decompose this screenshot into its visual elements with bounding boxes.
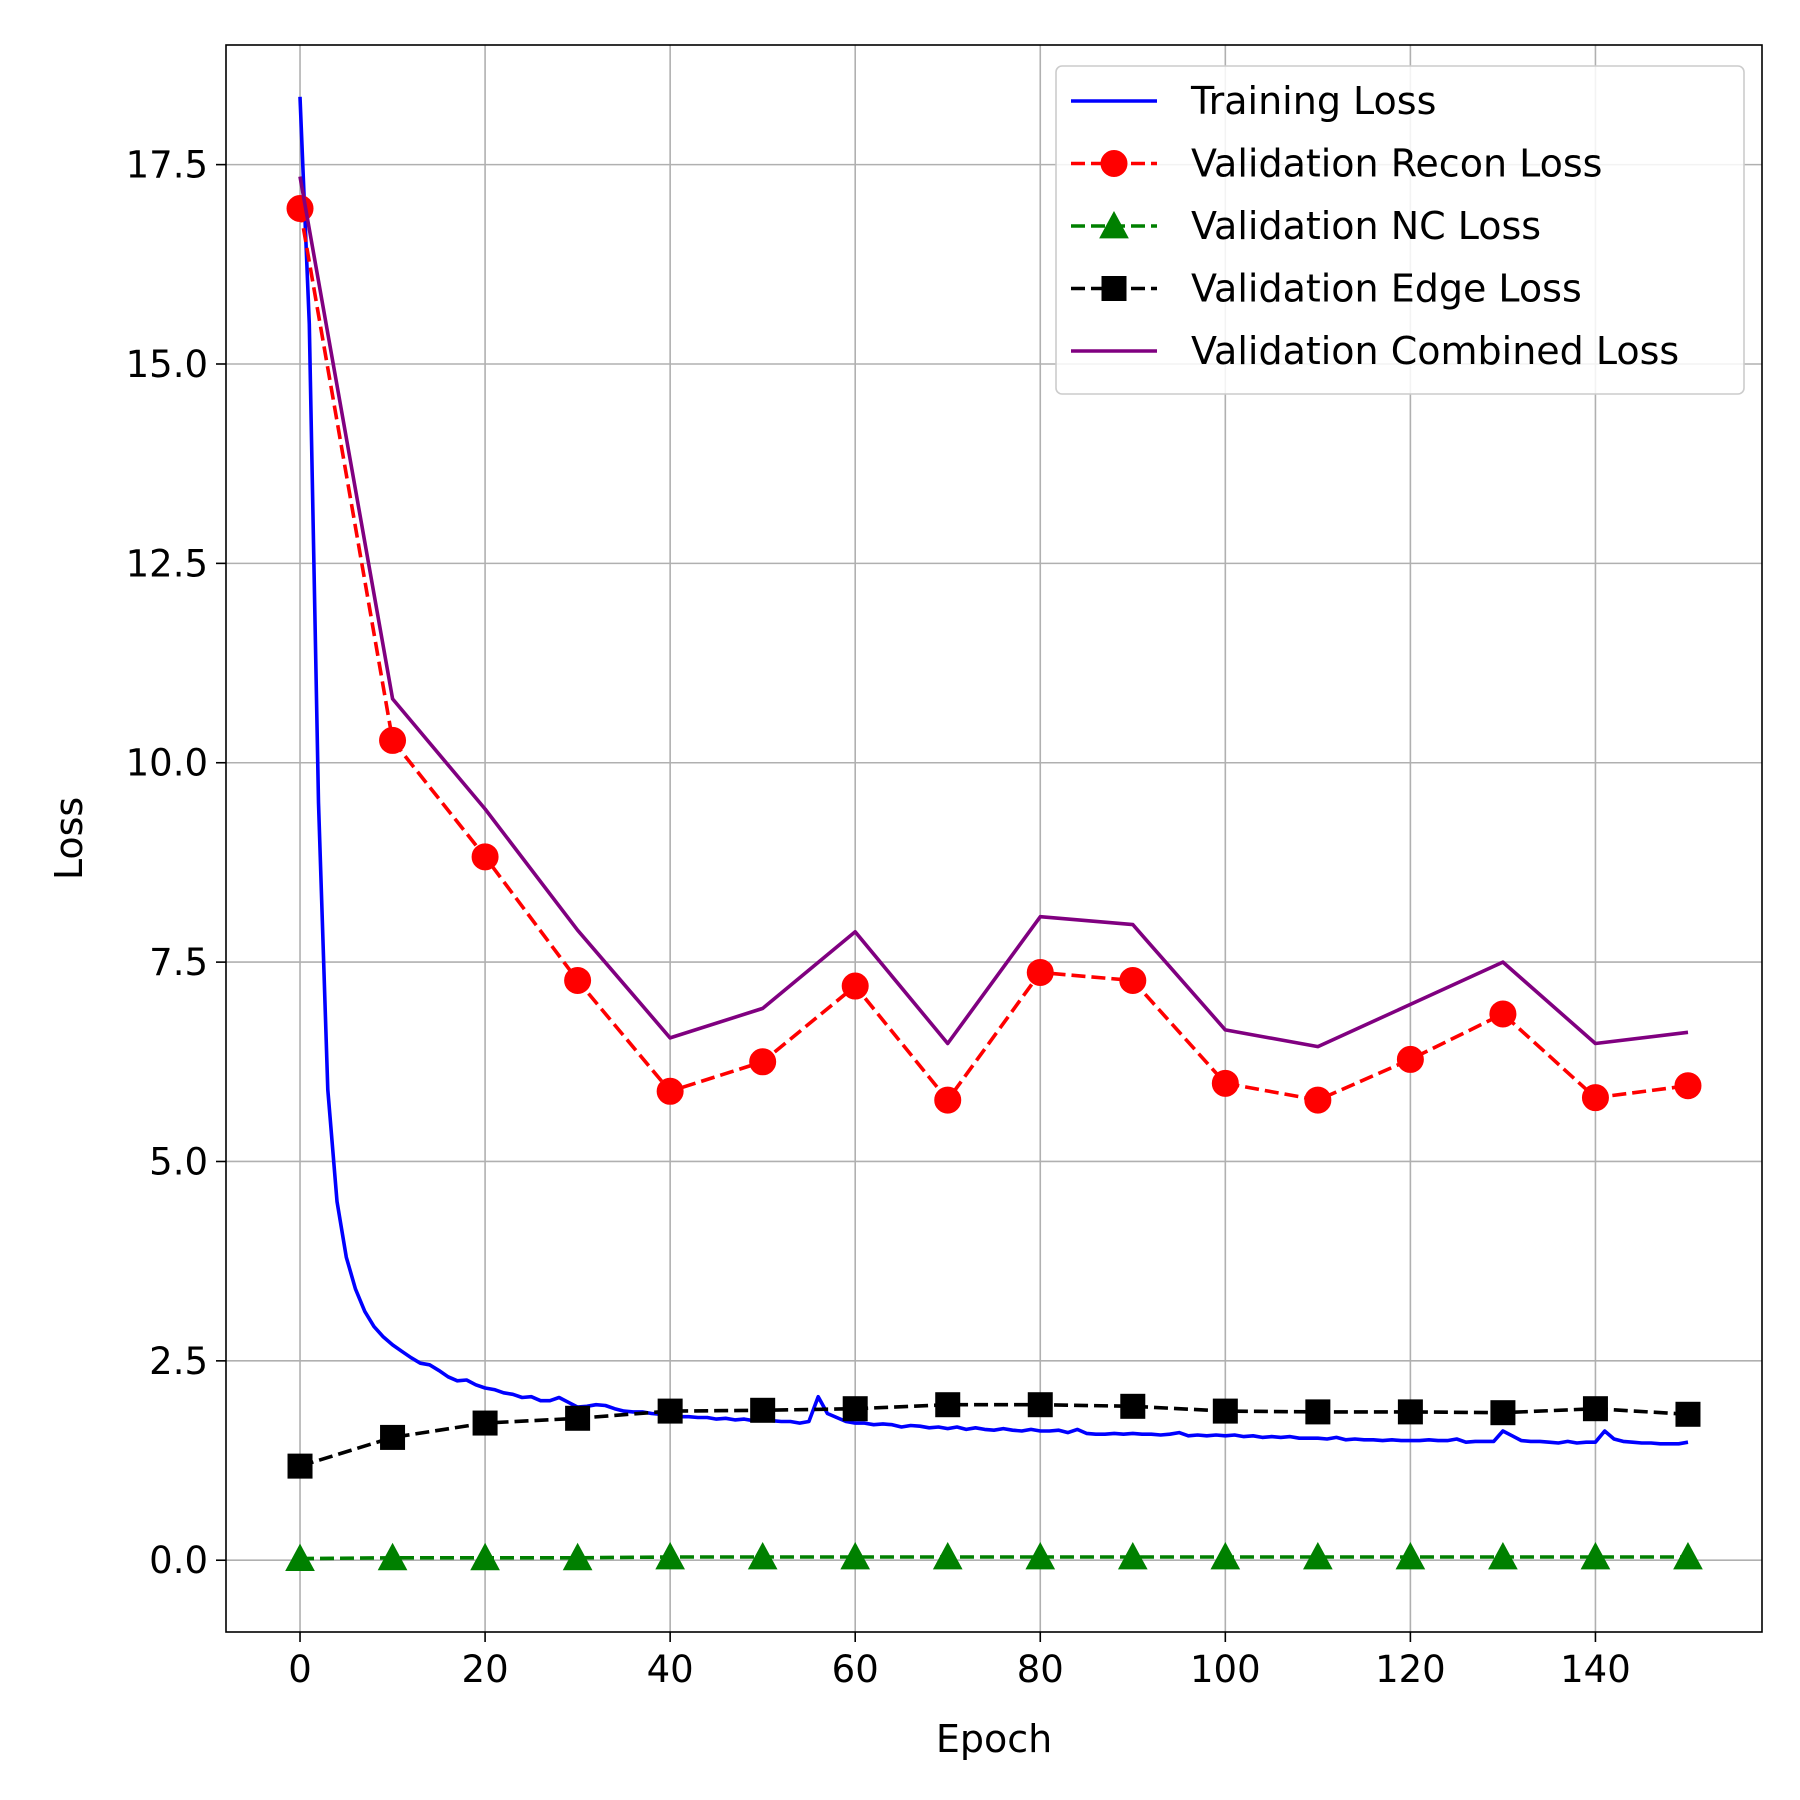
validation-recon-loss-line [298,208,1689,1102]
x-tick-label: 140 [1560,1648,1631,1691]
validation-edge-loss-point [657,1398,683,1424]
validation-nc-loss-point [1395,1541,1426,1570]
validation-recon-loss-point [1674,1072,1702,1100]
plot-series [285,96,1703,1572]
validation-edge-loss-point [1397,1399,1423,1425]
validation-edge-loss-point [1582,1396,1608,1422]
validation-recon-loss-point [1396,1045,1424,1073]
plot-frame [225,44,1763,1633]
legend-label: Training Loss [1190,79,1436,123]
validation-recon-loss-point [841,972,869,1000]
validation-recon-loss-point [656,1077,684,1105]
legend-swatch-marker [1100,150,1128,177]
training-loss-series [298,96,1689,1446]
validation-nc-loss-point [840,1541,871,1570]
legend-item-training-loss: Training Loss [1071,79,1436,123]
validation-nc-loss-point [1488,1541,1518,1570]
validation-edge-loss-point [1305,1399,1331,1425]
y-tick-label: 0.0 [149,1539,208,1582]
validation-recon-loss-point [1581,1084,1609,1112]
legend-item-validation-nc-loss: Validation NC Loss [1071,204,1541,248]
validation-nc-loss-line [299,1555,1688,1561]
legend-label: Validation Combined Loss [1191,329,1679,373]
x-axis-title: Epoch [936,1717,1052,1761]
validation-edge-loss-point [287,1453,313,1479]
validation-edge-loss-point [1120,1393,1146,1419]
training-loss-line [298,96,1689,1446]
y-axis-title: Loss [47,797,91,880]
x-tick-label: 80 [1017,1648,1064,1691]
validation-nc-loss-point [1025,1541,1056,1570]
x-tick-label: 100 [1190,1648,1261,1691]
x-tick-label: 0 [288,1648,312,1691]
validation-nc-loss-point [655,1541,685,1570]
validation-nc-loss-point [932,1541,963,1570]
validation-edge-loss-point [1675,1401,1701,1427]
validation-edge-loss-line [299,1402,1689,1468]
validation-nc-loss-point [1673,1541,1703,1570]
validation-nc-loss-point [285,1543,315,1572]
y-tick-label: 2.5 [149,1340,208,1383]
x-tick-label: 20 [462,1648,509,1691]
validation-edge-loss-point [472,1410,498,1436]
validation-combined-loss-series [298,176,1689,1049]
x-tick-label: 40 [647,1648,694,1691]
validation-edge-loss-point [750,1397,776,1423]
y-tick-label: 7.5 [149,941,208,984]
validation-edge-loss-point [1490,1400,1516,1426]
validation-recon-loss-point [1489,1000,1517,1028]
legend-item-validation-combined-loss: Validation Combined Loss [1071,329,1679,373]
validation-edge-loss-point [565,1405,591,1431]
legend-swatch-marker [1101,276,1127,301]
y-tick-label: 5.0 [149,1140,208,1183]
validation-recon-loss-point [379,726,407,754]
validation-nc-loss-point [747,1541,778,1570]
validation-nc-loss-point [562,1542,593,1571]
validation-recon-loss-point [286,194,314,222]
axis-ticks: 0 20 40 60 80 100 120 140 0.0 2.5 5.0 7.5 10.0 12.5 15… [126,144,1631,1691]
validation-recon-loss-point [1119,966,1147,994]
legend-label: Validation Edge Loss [1191,267,1582,311]
legend: Training Loss Validation Recon Loss Valida… [1055,65,1745,395]
validation-recon-loss-point [1026,958,1054,986]
validation-edge-loss-point [935,1392,961,1418]
validation-recon-loss-series [286,194,1702,1114]
validation-nc-loss-point [470,1542,500,1571]
validation-recon-loss-point [1304,1086,1332,1114]
validation-edge-loss-point [842,1396,868,1422]
validation-edge-loss-point [380,1424,406,1450]
validation-recon-loss-point [934,1086,962,1114]
validation-recon-loss-point [1211,1069,1239,1097]
validation-edge-loss-point [1212,1398,1238,1424]
legend-swatch-marker [1099,210,1129,239]
validation-nc-loss-point [377,1542,408,1571]
y-tick-label: 12.5 [126,542,208,585]
y-tick-label: 10.0 [126,742,208,785]
y-tick-label: 17.5 [126,144,208,187]
validation-nc-loss-point [1580,1541,1611,1570]
validation-combined-loss-line [298,176,1689,1049]
validation-recon-loss-point [471,843,499,871]
legend-label: Validation NC Loss [1191,204,1541,248]
legend-item-validation-recon-loss: Validation Recon Loss [1071,142,1602,186]
validation-nc-loss-series [285,1541,1703,1572]
validation-edge-loss-series [287,1392,1701,1479]
x-tick-label: 120 [1375,1648,1446,1691]
validation-nc-loss-point [1303,1541,1333,1570]
legend-label: Validation Recon Loss [1191,142,1602,186]
x-tick-label: 60 [832,1648,879,1691]
legend-box [1055,65,1745,395]
validation-nc-loss-point [1117,1541,1148,1570]
y-tick-label: 15.0 [126,343,208,386]
validation-recon-loss-point [749,1048,777,1076]
validation-edge-loss-point [1027,1392,1053,1418]
validation-recon-loss-point [564,966,592,994]
validation-nc-loss-point [1210,1541,1241,1570]
legend-item-validation-edge-loss: Validation Edge Loss [1071,267,1582,311]
